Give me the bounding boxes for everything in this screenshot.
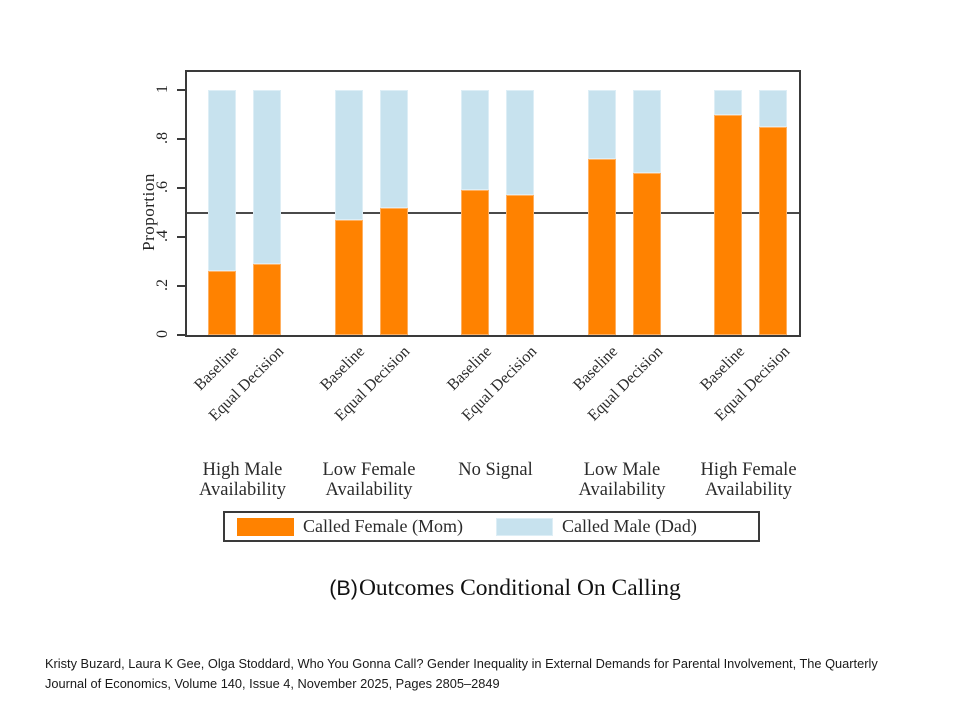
bar-segment-called-male xyxy=(714,90,742,115)
legend: Called Female (Mom) Called Male (Dad) xyxy=(223,511,760,542)
reference-line-0.5 xyxy=(187,211,799,214)
group-label: Low Male Availability xyxy=(578,460,666,500)
bar-segment-called-female xyxy=(587,158,616,335)
bar-segment-called-male xyxy=(334,90,363,220)
figure-caption: (B)Outcomes Conditional On Calling xyxy=(50,575,960,602)
y-axis-tick xyxy=(177,89,185,91)
legend-swatch-called-female xyxy=(237,517,294,536)
citation-line: Kristy Buzard, Laura K Gee, Olga Stoddar… xyxy=(45,656,878,671)
bar-segment-called-female xyxy=(461,190,489,335)
legend-label-called-male: Called Male (Dad) xyxy=(561,516,697,536)
y-axis-tick xyxy=(177,187,185,189)
bar-segment-called-female xyxy=(632,173,661,335)
y-tick-label: 0 xyxy=(154,330,171,338)
y-tick-label: 1 xyxy=(154,85,171,93)
bar-segment-called-male xyxy=(208,90,236,272)
bar-segment-called-female xyxy=(208,271,236,335)
legend-label-called-female: Called Female (Mom) xyxy=(303,516,463,536)
legend-swatch-called-male xyxy=(495,517,553,536)
group-label: High Female Availability xyxy=(700,460,797,500)
y-tick-label: .6 xyxy=(154,181,171,193)
citation-line: Journal of Economics, Volume 140, Issue … xyxy=(45,675,500,691)
y-tick-label: .8 xyxy=(154,132,171,144)
y-tick-label: .4 xyxy=(154,230,171,242)
y-axis-tick xyxy=(177,236,185,238)
bar-segment-called-female xyxy=(506,195,534,335)
bar-segment-called-female xyxy=(714,114,742,335)
group-label: No Signal xyxy=(458,460,533,480)
plot-inner xyxy=(187,72,799,335)
caption-panel-letter: (B) xyxy=(329,576,358,600)
group-label: Low Female Availability xyxy=(322,460,416,500)
bar-segment-called-male xyxy=(379,90,408,208)
plot-area xyxy=(185,70,801,337)
y-axis-tick xyxy=(177,285,185,287)
bar-segment-called-male xyxy=(506,90,534,196)
y-tick-label: .2 xyxy=(154,279,171,291)
group-label: High Male Availability xyxy=(199,460,286,500)
y-axis-tick xyxy=(177,334,185,336)
bar-segment-called-male xyxy=(253,90,281,264)
citation: Kristy Buzard, Laura K Gee, Olga Stoddar… xyxy=(45,654,950,694)
bar-segment-called-female xyxy=(334,219,363,335)
bar-segment-called-female xyxy=(253,263,281,335)
y-axis-tick xyxy=(177,138,185,140)
bar-segment-called-male xyxy=(461,90,489,191)
bar-segment-called-female xyxy=(759,126,787,335)
bar-segment-called-male xyxy=(759,90,787,127)
bar-segment-called-female xyxy=(379,207,408,335)
bar-segment-called-male xyxy=(632,90,661,174)
bar-segment-called-male xyxy=(587,90,616,159)
caption-title: Outcomes Conditional On Calling xyxy=(358,575,681,601)
